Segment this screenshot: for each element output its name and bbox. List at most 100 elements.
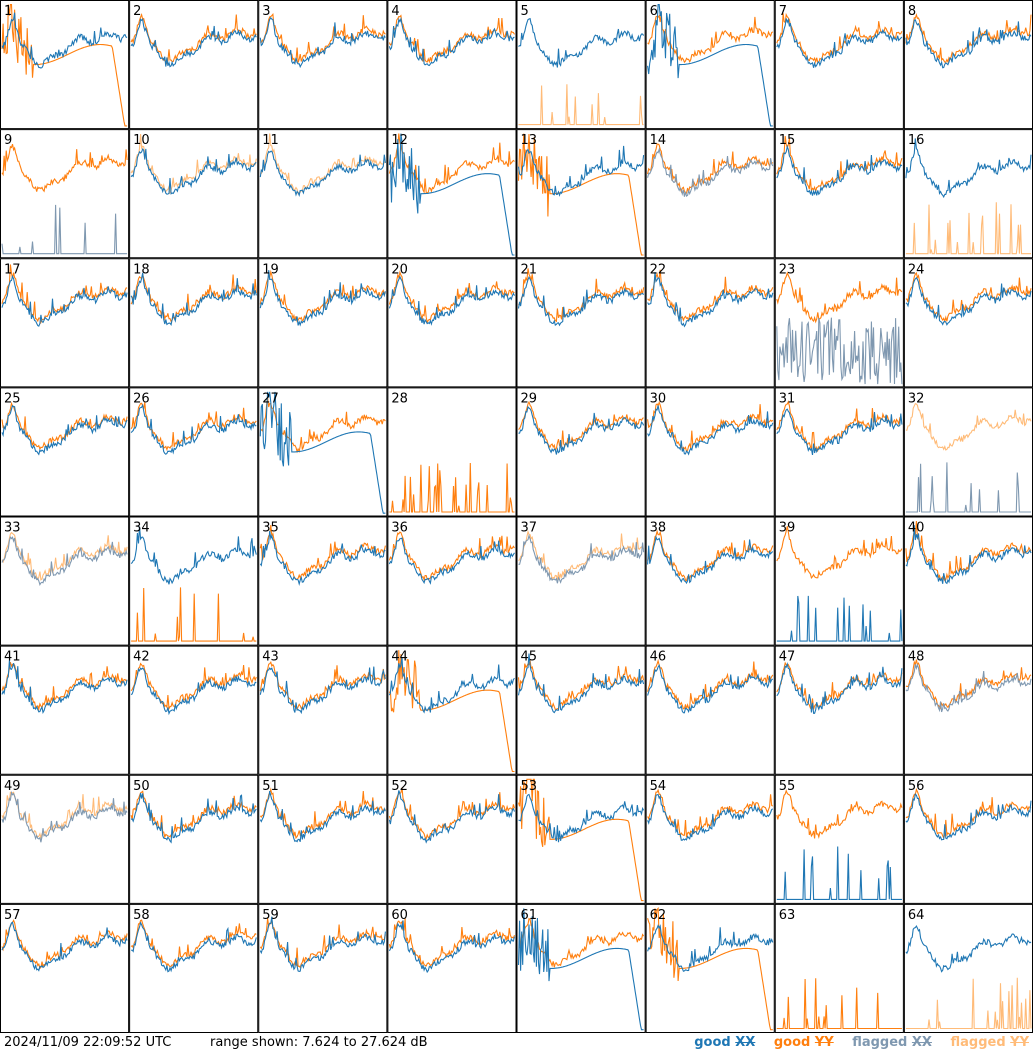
panel-label: 48 <box>908 650 925 665</box>
series-xx-good <box>517 275 645 327</box>
panel-label: 54 <box>650 779 667 794</box>
panel-frame <box>516 0 646 130</box>
panel-frame <box>387 129 517 259</box>
panel-60: 60 <box>387 903 517 1033</box>
panel-label: 11 <box>262 133 279 148</box>
panel-26: 26 <box>129 387 259 517</box>
legend-good-xx-pol: XX <box>735 1035 756 1050</box>
panel-9: 9 <box>0 129 130 259</box>
series-xx-good <box>647 535 774 585</box>
series-yy-good <box>389 462 515 513</box>
panel-frame <box>903 258 1033 388</box>
panel-11: 11 <box>258 129 388 259</box>
panel-frame <box>774 903 904 1033</box>
series-xx-good <box>130 792 257 844</box>
panel-label: 1 <box>4 4 12 19</box>
series-xx-good <box>647 794 774 841</box>
panel-frame <box>774 387 904 517</box>
panel-frame <box>0 0 130 130</box>
series-yy-good <box>647 12 774 64</box>
panel-label: 30 <box>650 391 667 406</box>
panel-label: 45 <box>521 650 538 665</box>
series-yy-good <box>388 787 516 840</box>
panel-10: 10 <box>129 129 259 259</box>
panel-52: 52 <box>387 774 517 904</box>
panel-6: 6 <box>645 0 775 130</box>
series-yy-good <box>647 400 774 453</box>
panel-label: 6 <box>650 4 658 19</box>
series-xx-good <box>647 272 774 328</box>
panel-frame <box>774 645 904 775</box>
series-yy-flagged <box>260 133 386 195</box>
panel-2: 2 <box>129 0 259 130</box>
panel-label: 3 <box>262 4 270 19</box>
panel-46: 46 <box>645 645 775 775</box>
panel-label: 12 <box>391 133 408 148</box>
series-xx-good <box>259 530 386 586</box>
panel-31: 31 <box>774 387 904 517</box>
panel-label: 32 <box>908 391 925 406</box>
panel-61: 61 <box>516 903 646 1033</box>
panel-frame <box>258 129 388 259</box>
panel-35: 35 <box>258 516 388 646</box>
panel-label: 29 <box>521 391 538 406</box>
series-xx-good <box>388 16 515 67</box>
panel-label: 9 <box>4 133 12 148</box>
panel-label: 23 <box>779 262 796 277</box>
series-yy-good <box>130 12 257 65</box>
legend-flagged-yy-pol: YY <box>1010 1035 1029 1050</box>
panel-frame <box>387 0 517 130</box>
series-yy-good <box>905 13 1032 64</box>
series-xx-good <box>776 595 903 642</box>
panel-label: 50 <box>133 779 150 794</box>
panel-frame <box>774 129 904 259</box>
panel-22: 22 <box>645 258 775 388</box>
series-yy-good <box>259 660 386 711</box>
series-yy-good <box>518 400 644 452</box>
panel-28: 28 <box>387 387 517 517</box>
panel-label: 15 <box>779 133 796 148</box>
panel-label: 8 <box>908 4 916 19</box>
series-yy-good <box>647 658 774 710</box>
series-xx-flagged <box>905 663 1032 713</box>
panel-label: 26 <box>133 391 150 406</box>
panel-57: 57 <box>0 903 130 1033</box>
panel-label: 42 <box>133 650 150 665</box>
series-xx-good <box>259 16 386 69</box>
panel-frame <box>387 258 517 388</box>
panel-44: 44 <box>387 645 517 775</box>
panel-32: 32 <box>903 387 1033 517</box>
panel-frame <box>645 903 775 1033</box>
panel-frame <box>516 258 646 388</box>
series-yy-good <box>517 778 644 902</box>
panel-frame <box>903 516 1033 646</box>
series-yy-good <box>776 978 902 1030</box>
panel-label: 51 <box>262 779 279 794</box>
panel-label: 22 <box>650 262 667 277</box>
panel-label: 55 <box>779 779 796 794</box>
panel-50: 50 <box>129 774 259 904</box>
series-yy-good <box>1 143 128 193</box>
series-xx-good <box>905 793 1032 841</box>
panel-frame <box>129 258 259 388</box>
panel-label: 53 <box>521 779 538 794</box>
panel-label: 38 <box>650 521 667 536</box>
series-xx-flagged <box>1 204 128 255</box>
panel-frame <box>516 903 646 1033</box>
series-xx-good <box>517 145 645 197</box>
panel-label: 46 <box>650 650 667 665</box>
panel-label: 2 <box>133 4 141 19</box>
panel-frame <box>387 645 517 775</box>
panel-30: 30 <box>645 387 775 517</box>
panel-frame <box>645 516 775 646</box>
panel-13: 13 <box>516 129 646 259</box>
panel-54: 54 <box>645 774 775 904</box>
panel-label: 61 <box>521 908 538 923</box>
panel-frame <box>129 516 259 646</box>
series-yy-good <box>260 12 386 63</box>
series-xx-good <box>130 18 257 68</box>
series-yy-good <box>647 269 774 322</box>
panel-label: 63 <box>779 908 796 923</box>
panel-59: 59 <box>258 903 388 1033</box>
